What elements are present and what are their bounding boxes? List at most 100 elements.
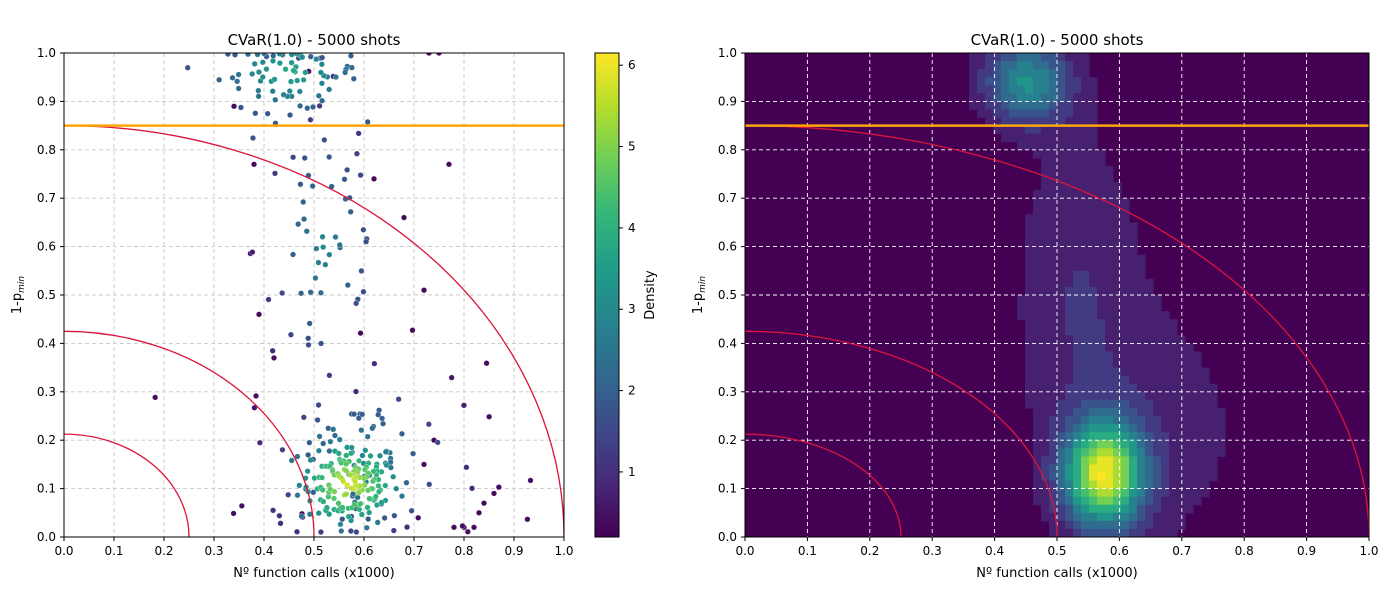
heatmap-cell <box>1097 472 1106 482</box>
heatmap-cell <box>1025 254 1034 264</box>
heatmap-cell <box>1129 504 1138 514</box>
heatmap-cell <box>1025 69 1034 78</box>
heatmap-cell <box>1113 399 1122 409</box>
heatmap-cell <box>977 101 986 111</box>
scatter-point <box>287 112 294 118</box>
heatmap-cell <box>1105 448 1114 457</box>
scatter-point <box>272 96 279 103</box>
heatmap-cell <box>1137 432 1146 441</box>
heatmap-cell <box>1193 440 1202 449</box>
scatter-point <box>383 462 390 469</box>
heatmap-cell <box>1065 93 1074 102</box>
scatter-point <box>319 97 325 104</box>
heatmap-cell <box>1097 520 1106 530</box>
heatmap-cell <box>1033 416 1042 425</box>
scatter-point <box>271 76 278 83</box>
heatmap-cell <box>993 85 1002 94</box>
heatmap-cell <box>1057 504 1066 514</box>
heatmap-cell <box>1089 278 1098 288</box>
heatmap-cell <box>1025 93 1034 102</box>
heatmap-cell <box>1145 391 1154 401</box>
heatmap-cell <box>1081 254 1090 264</box>
heatmap-cell <box>1185 488 1194 498</box>
scatter-point <box>469 485 476 492</box>
heatmap-cell <box>1193 391 1202 401</box>
heatmap-cell <box>1097 262 1106 272</box>
scatter-point <box>353 300 360 307</box>
heatmap-cell <box>1105 407 1114 417</box>
heatmap-cell <box>1137 351 1146 361</box>
heatmap-cell <box>1209 391 1218 401</box>
scatter-point <box>307 116 314 123</box>
heatmap-cell <box>1073 61 1082 70</box>
left-arc-r0.5 <box>64 330 315 537</box>
heatmap-cell <box>1177 520 1186 530</box>
heatmap-cell <box>1057 480 1066 490</box>
heatmap-cell <box>1017 141 1026 151</box>
heatmap-cell <box>1113 190 1122 199</box>
heatmap-cell <box>1113 319 1122 328</box>
scatter-point <box>276 53 283 57</box>
scatter-point <box>235 85 242 92</box>
heatmap-cell <box>1113 512 1122 522</box>
heatmap-cell <box>1169 359 1178 369</box>
heatmap-cell <box>1073 488 1082 498</box>
heatmap-cell <box>1049 141 1058 151</box>
left-y-tick-label: 0.7 <box>37 191 56 205</box>
heatmap-cell <box>1041 262 1050 272</box>
heatmap-cell <box>1041 383 1050 393</box>
heatmap-cell <box>1033 496 1042 506</box>
scatter-point <box>327 438 334 445</box>
heatmap-cell <box>1049 157 1058 167</box>
heatmap-cell <box>1105 496 1114 506</box>
heatmap-cell <box>1177 335 1186 344</box>
heatmap-cell <box>977 61 986 70</box>
heatmap-cell <box>1041 182 1050 191</box>
heatmap-cell <box>985 69 994 78</box>
heatmap-cell <box>1209 464 1218 474</box>
heatmap-cell <box>1161 504 1170 514</box>
heatmap-cell <box>1081 77 1090 86</box>
heatmap-cell <box>1073 391 1082 401</box>
heatmap-cell <box>1089 157 1098 167</box>
heatmap-cell <box>1033 278 1042 288</box>
scatter-point <box>269 347 276 354</box>
right-y-tick-label: 0.5 <box>718 288 737 302</box>
heatmap-cell <box>1073 448 1082 457</box>
heatmap-cell <box>1001 125 1010 135</box>
heatmap-cell <box>1009 109 1018 119</box>
heatmap-cell <box>1057 528 1066 537</box>
scatter-point <box>344 282 351 289</box>
heatmap-cell <box>1057 343 1066 353</box>
heatmap-cell <box>1089 190 1098 199</box>
heatmap-cell <box>1121 238 1130 248</box>
heatmap-cell <box>1105 311 1114 320</box>
heatmap-cell <box>1073 222 1082 232</box>
heatmap-cell <box>1137 391 1146 401</box>
heatmap-cell <box>1049 383 1058 393</box>
heatmap-cell <box>1033 93 1042 102</box>
heatmap-cell <box>1089 367 1098 377</box>
heatmap-cell <box>1129 448 1138 457</box>
heatmap-cell <box>1129 343 1138 353</box>
heatmap-cell <box>1169 528 1178 537</box>
heatmap-cell <box>1049 456 1058 465</box>
heatmap-cell <box>1073 182 1082 191</box>
scatter-point <box>276 512 283 519</box>
heatmap-cell <box>1105 472 1114 482</box>
scatter-point <box>184 64 191 71</box>
scatter-point <box>298 290 305 297</box>
scatter-point <box>250 135 256 141</box>
scatter-point <box>320 244 327 251</box>
heatmap-cell <box>1081 528 1090 537</box>
heatmap-cell <box>1105 456 1114 465</box>
heatmap-cell <box>1137 424 1146 433</box>
scatter-point <box>348 444 355 451</box>
heatmap-cell <box>1137 286 1146 296</box>
heatmap-cell <box>1025 278 1034 288</box>
heatmap-cell <box>1177 359 1186 369</box>
scatter-point <box>353 388 359 395</box>
heatmap-cell <box>1193 359 1202 369</box>
scatter-point <box>304 105 311 112</box>
heatmap-cell <box>1073 424 1082 433</box>
